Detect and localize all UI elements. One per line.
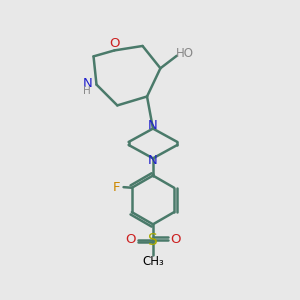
- Text: N: N: [83, 76, 93, 90]
- Text: CH₃: CH₃: [142, 255, 164, 268]
- Text: HO: HO: [176, 47, 194, 60]
- Text: N: N: [148, 118, 158, 131]
- Text: O: O: [170, 233, 181, 246]
- Text: S: S: [148, 233, 158, 248]
- Text: F: F: [113, 181, 120, 194]
- Text: O: O: [125, 233, 136, 246]
- Text: H: H: [83, 86, 91, 96]
- Text: O: O: [109, 38, 120, 50]
- Text: N: N: [148, 154, 158, 167]
